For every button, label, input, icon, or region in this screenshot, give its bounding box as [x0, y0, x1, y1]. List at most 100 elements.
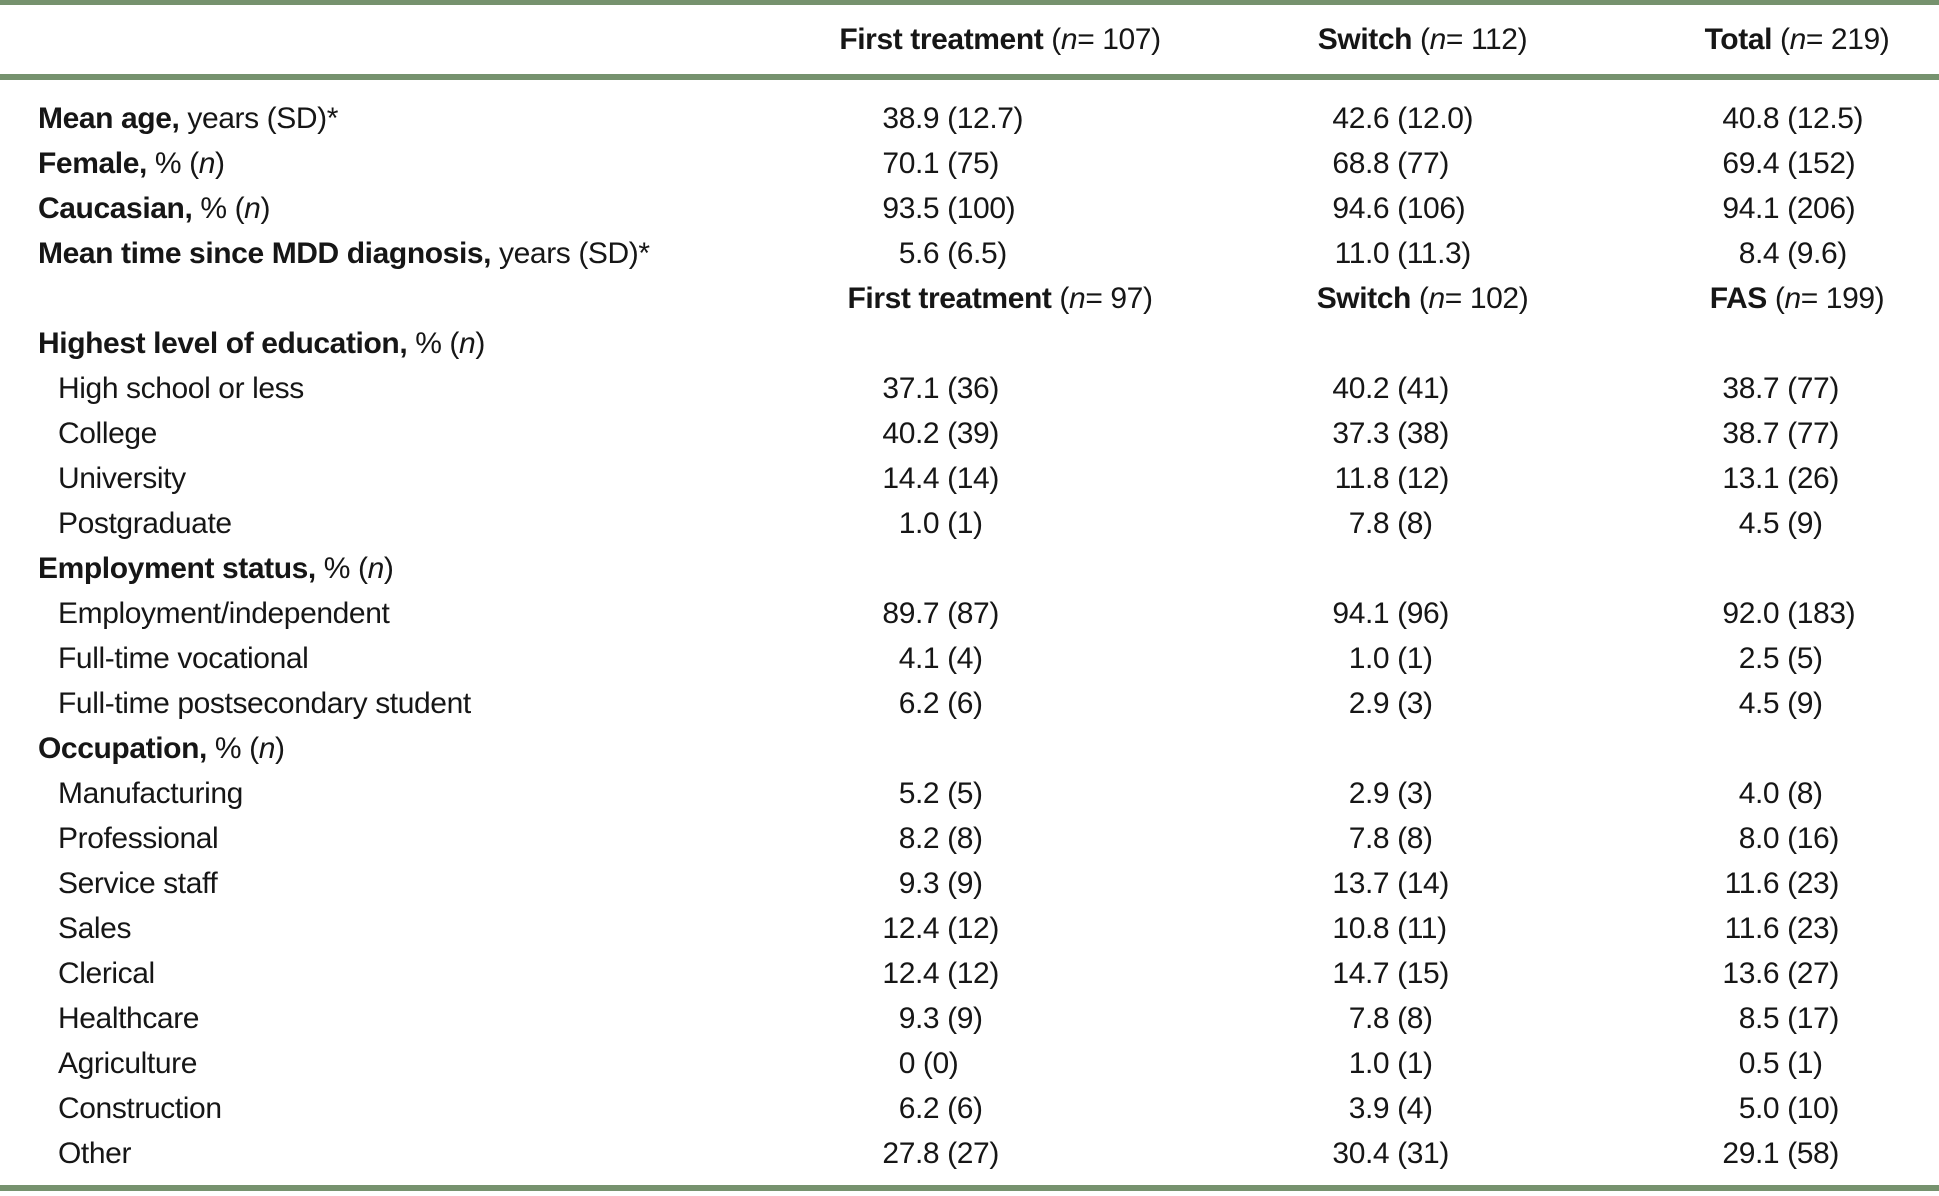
value-cell: 94.6 (106) — [1332, 191, 1466, 225]
value-cell: 6.2 (6) — [898, 686, 983, 720]
column-header: Switch (n = 112) — [1317, 22, 1528, 56]
value-cell: 2.5 (5) — [1738, 641, 1823, 675]
value-cell: 11.8 (12) — [1334, 461, 1450, 495]
row-label: Construction — [58, 1091, 222, 1125]
section-label: Occupation, % (n) — [38, 731, 285, 765]
value-cell: 6.2 (6) — [898, 1091, 983, 1125]
value-cell: 14.7 (15) — [1332, 956, 1449, 990]
table-row: Caucasian, % (n) 93.5 (100) 94.6 (106) 94.1… — [0, 186, 1939, 231]
value-cell: 1.0 (1) — [1348, 1046, 1433, 1080]
value-cell: 40.2 (39) — [882, 416, 999, 450]
value-cell: 70.1 (75) — [882, 146, 999, 180]
row-label: Other — [58, 1136, 132, 1170]
table-row: High school or less 37.1 (36) 40.2 (41) 38.… — [0, 366, 1939, 411]
value-cell: 2.9 (3) — [1348, 776, 1433, 810]
value-cell: 93.5 (100) — [882, 191, 1016, 225]
column-header: First treatment (n = 107) — [839, 22, 1161, 56]
table-rule-header — [0, 74, 1939, 80]
row-label: University — [58, 461, 186, 495]
row-label: Professional — [58, 821, 219, 855]
value-cell: 5.0 (10) — [1738, 1091, 1840, 1125]
value-cell: 11.0 (11.3) — [1334, 236, 1472, 270]
table-row: Healthcare 9.3 (9) 7.8 (8) 8.5 (17) — [0, 996, 1939, 1041]
value-cell: 11.6 (23) — [1724, 866, 1840, 900]
value-cell: 0.5 (1) — [1738, 1046, 1823, 1080]
value-cell: 9.3 (9) — [898, 866, 983, 900]
table-body: Mean age, years (SD)* 38.9 (12.7) 42.6 (12… — [0, 80, 1939, 1176]
value-cell: 13.1 (26) — [1722, 461, 1839, 495]
value-cell: 4.1 (4) — [898, 641, 983, 675]
value-cell: 11.6 (23) — [1724, 911, 1840, 945]
value-cell: 7.8 (8) — [1348, 1001, 1433, 1035]
section-label: Highest level of education, % (n) — [38, 326, 485, 360]
section-label: Employment status, % (n) — [38, 551, 394, 585]
value-cell: 9.3 (9) — [898, 1001, 983, 1035]
table-row: Full-time postsecondary student 6.2 (6) 2.… — [0, 681, 1939, 726]
value-cell: 42.6 (12.0) — [1332, 101, 1474, 135]
value-cell: 94.1 (206) — [1722, 191, 1856, 225]
table-row: Professional 8.2 (8) 7.8 (8) 8.0 (16) — [0, 816, 1939, 861]
value-cell: 1.0 (1) — [898, 506, 983, 540]
value-cell: 38.9 (12.7) — [882, 101, 1024, 135]
table-row: Agriculture 0 (0) 1.0 (1) 0.5 (1) — [0, 1041, 1939, 1086]
value-cell: 37.3 (38) — [1332, 416, 1449, 450]
table-rule-top — [0, 0, 1939, 5]
row-label: Postgraduate — [58, 506, 232, 540]
value-cell: 69.4 (152) — [1722, 146, 1856, 180]
table-row: College 40.2 (39) 37.3 (38) 38.7 (77) — [0, 411, 1939, 456]
section-row: Employment status, % (n) — [0, 546, 1939, 591]
table-row: Female, % (n) 70.1 (75) 68.8 (77) 69.4 (152… — [0, 141, 1939, 186]
value-cell: 38.7 (77) — [1722, 416, 1839, 450]
value-cell: 27.8 (27) — [882, 1136, 999, 1170]
value-cell: 12.4 (12) — [882, 956, 999, 990]
subheader-cell: FAS (n = 199) — [1709, 281, 1885, 315]
value-cell: 7.8 (8) — [1348, 506, 1433, 540]
row-label: College — [58, 416, 157, 450]
value-cell: 8.5 (17) — [1738, 1001, 1840, 1035]
table-row: Mean age, years (SD)* 38.9 (12.7) 42.6 (12… — [0, 96, 1939, 141]
value-cell: 8.2 (8) — [898, 821, 983, 855]
section-row: Highest level of education, % (n) — [0, 321, 1939, 366]
subheader-cell: First treatment (n = 97) — [847, 281, 1153, 315]
table-row: Clerical 12.4 (12) 14.7 (15) 13.6 (27) — [0, 951, 1939, 996]
section-row: Occupation, % (n) — [0, 726, 1939, 771]
table-row: Manufacturing 5.2 (5) 2.9 (3) 4.0 (8) — [0, 771, 1939, 816]
value-cell: 2.9 (3) — [1348, 686, 1433, 720]
row-label: Caucasian, % (n) — [38, 191, 271, 225]
table-row: Full-time vocational 4.1 (4) 1.0 (1) 2.5 (5… — [0, 636, 1939, 681]
row-label: Manufacturing — [58, 776, 243, 810]
row-label: Employment/independent — [58, 596, 390, 630]
row-label: Mean time since MDD diagnosis, years (SD… — [38, 236, 650, 270]
value-cell: 0 (0) — [898, 1046, 959, 1080]
row-label: Mean age, years (SD)* — [38, 101, 339, 135]
row-label: Clerical — [58, 956, 155, 990]
value-cell: 4.5 (9) — [1738, 686, 1823, 720]
value-cell: 5.2 (5) — [898, 776, 983, 810]
table-row: Service staff 9.3 (9) 13.7 (14) 11.6 (23) — [0, 861, 1939, 906]
row-label: Healthcare — [58, 1001, 200, 1035]
column-header: Total (n = 219) — [1704, 22, 1890, 56]
value-cell: 4.0 (8) — [1738, 776, 1823, 810]
value-cell: 30.4 (31) — [1332, 1136, 1449, 1170]
value-cell: 89.7 (87) — [882, 596, 999, 630]
table-row: Sales 12.4 (12) 10.8 (11) 11.6 (23) — [0, 906, 1939, 951]
value-cell: 13.7 (14) — [1332, 866, 1449, 900]
value-cell: 1.0 (1) — [1348, 641, 1433, 675]
value-cell: 40.8 (12.5) — [1722, 101, 1864, 135]
table-rule-bottom — [0, 1185, 1939, 1191]
row-label: Sales — [58, 911, 132, 945]
subheader-cell: Switch (n = 102) — [1316, 281, 1529, 315]
value-cell: 12.4 (12) — [882, 911, 999, 945]
value-cell: 4.5 (9) — [1738, 506, 1823, 540]
row-label: Full-time postsecondary student — [58, 686, 471, 720]
value-cell: 94.1 (96) — [1332, 596, 1449, 630]
value-cell: 13.6 (27) — [1722, 956, 1839, 990]
row-label: Full-time vocational — [58, 641, 309, 675]
table-row: Other 27.8 (27) 30.4 (31) 29.1 (58) — [0, 1131, 1939, 1176]
value-cell: 40.2 (41) — [1332, 371, 1449, 405]
table-row: Construction 6.2 (6) 3.9 (4) 5.0 (10) — [0, 1086, 1939, 1131]
row-label: Service staff — [58, 866, 218, 900]
value-cell: 92.0 (183) — [1722, 596, 1856, 630]
value-cell: 29.1 (58) — [1722, 1136, 1839, 1170]
table-row: Mean time since MDD diagnosis, years (SD… — [0, 231, 1939, 276]
